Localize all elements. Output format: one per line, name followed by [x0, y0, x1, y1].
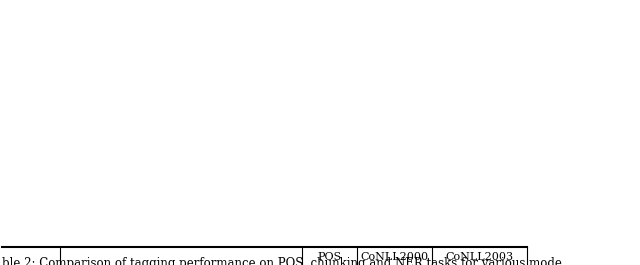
Text: CoNLL2000: CoNLL2000	[360, 252, 429, 262]
Text: CoNLL2003: CoNLL2003	[445, 252, 513, 262]
Text: ble 2: Comparison of tagging performance on POS, chunking and NER tasks for vari: ble 2: Comparison of tagging performance…	[2, 257, 562, 265]
Text: POS: POS	[317, 252, 342, 262]
